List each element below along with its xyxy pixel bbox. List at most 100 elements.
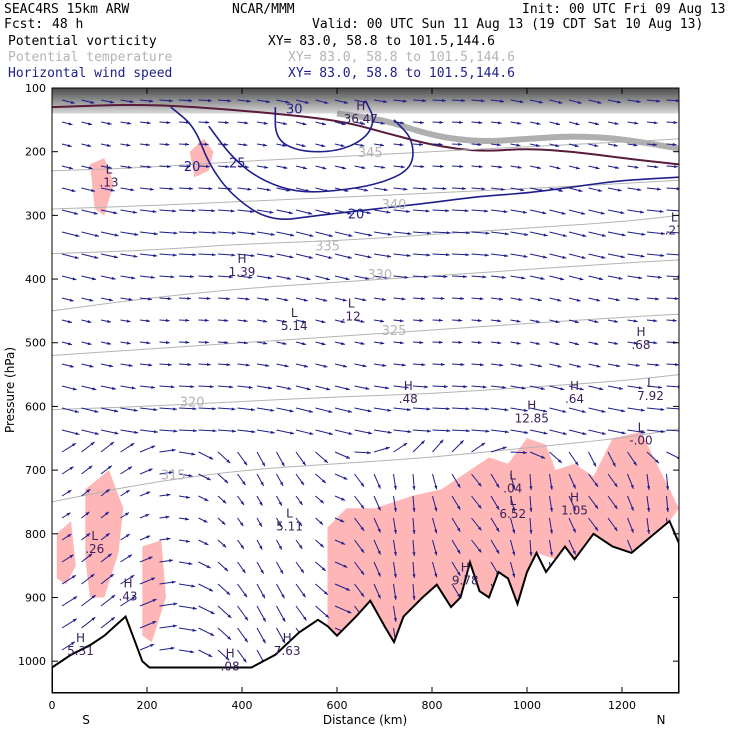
wind-vector-head bbox=[446, 407, 450, 411]
wind-vectors bbox=[61, 98, 684, 664]
wind-vector-head bbox=[125, 490, 130, 494]
wind-vector-head bbox=[105, 533, 110, 537]
wind-vector-head bbox=[637, 188, 642, 192]
y-tick-label: 400 bbox=[25, 273, 46, 286]
wind-vector-head bbox=[557, 298, 562, 302]
wind-vector-head bbox=[387, 430, 392, 434]
wind-vector-head bbox=[240, 501, 244, 505]
wind-vector-head bbox=[614, 527, 618, 531]
wind-vector-head bbox=[659, 209, 664, 213]
wind-speed-contour bbox=[208, 119, 414, 193]
wind-vector-head bbox=[69, 554, 74, 559]
wind-vector-head bbox=[185, 517, 189, 521]
wind-vector-head bbox=[185, 340, 190, 344]
wind-vector-head bbox=[88, 465, 93, 470]
wind-vector-head bbox=[229, 275, 233, 279]
wind-vector-head bbox=[459, 164, 464, 168]
wind-vector-head bbox=[270, 254, 274, 258]
wind-vector-head bbox=[599, 277, 603, 281]
wind-vector-head bbox=[261, 462, 265, 467]
wind-vector-head bbox=[285, 100, 290, 104]
wind-vector-head bbox=[400, 165, 405, 169]
wind-vector-head bbox=[91, 188, 95, 192]
wind-vector-head bbox=[464, 209, 469, 213]
wind-vector-head bbox=[69, 166, 73, 170]
wind-vector-head bbox=[543, 255, 547, 259]
wind-vector-head bbox=[302, 320, 306, 324]
wind-vector-head bbox=[347, 610, 352, 614]
wind-vector-head bbox=[382, 363, 387, 367]
wind-vector-head bbox=[341, 342, 345, 346]
wind-vector-head bbox=[279, 569, 284, 574]
wind-vector-head bbox=[166, 537, 171, 541]
wind-vector-head bbox=[680, 407, 684, 410]
wind-vector-head bbox=[342, 298, 347, 302]
wind-vector-head bbox=[582, 234, 587, 237]
pv-shaded-region bbox=[189, 138, 214, 178]
wind-vector-head bbox=[165, 515, 170, 519]
wind-vector-head bbox=[131, 276, 136, 280]
wind-vector-head bbox=[365, 386, 370, 390]
wind-vector-head bbox=[504, 408, 509, 412]
wind-vector-head bbox=[86, 489, 91, 493]
wind-vector-head bbox=[581, 255, 586, 259]
wind-vector-head bbox=[438, 142, 443, 146]
pv-high-shade-lower bbox=[336, 110, 679, 152]
wind-vector-head bbox=[129, 100, 134, 104]
wind-vector-head bbox=[647, 508, 651, 512]
wind-vector-head bbox=[387, 408, 392, 412]
wind-vector-head bbox=[270, 430, 275, 434]
wind-vector-head bbox=[519, 100, 524, 104]
wind-vector-head bbox=[615, 298, 620, 302]
theta-contour bbox=[52, 313, 679, 356]
wind-vector-head bbox=[497, 341, 502, 345]
wind-vector-head bbox=[462, 187, 466, 191]
wind-vector-head bbox=[128, 297, 133, 301]
wind-vector-head bbox=[283, 122, 288, 125]
wind-vector-head bbox=[386, 210, 391, 214]
wind-vector-head bbox=[151, 275, 155, 279]
wind-vector-head bbox=[146, 535, 151, 539]
wind-vector-head bbox=[298, 522, 302, 527]
wind-vector-head bbox=[543, 409, 547, 413]
wind-vector-head bbox=[131, 386, 136, 390]
wind-vector-head bbox=[222, 499, 227, 504]
wind-vector-head bbox=[421, 363, 426, 367]
wind-vector-head bbox=[614, 483, 618, 487]
wind-vector-head bbox=[111, 595, 116, 599]
wind-vector-head bbox=[302, 122, 307, 126]
wind-vector-head bbox=[150, 187, 154, 191]
wind-vector-head bbox=[113, 211, 118, 215]
wind-vector-head bbox=[70, 100, 75, 104]
wind-vector-head bbox=[340, 144, 345, 147]
wind-vector-head bbox=[319, 521, 323, 525]
model-title: SEAC4RS 15km ARW bbox=[4, 2, 130, 17]
wind-vector-head bbox=[443, 275, 448, 279]
wind-vector-head bbox=[549, 485, 553, 490]
wind-vector-head bbox=[657, 187, 661, 191]
wind-vector-head bbox=[516, 319, 521, 323]
wind-vector-head bbox=[457, 593, 461, 598]
wind-vector-head bbox=[125, 512, 129, 516]
theta-contour bbox=[52, 374, 679, 411]
theta-contours bbox=[52, 138, 679, 503]
wind-vector-head bbox=[477, 504, 482, 509]
wind-vector-head bbox=[615, 166, 620, 169]
wind-vector-head bbox=[380, 341, 385, 345]
wind-vector-head bbox=[660, 407, 665, 411]
wind-vector-head bbox=[130, 188, 135, 192]
wind-vector-head bbox=[127, 165, 132, 169]
wind-vector-head bbox=[107, 341, 112, 345]
extremum-type-label: H bbox=[76, 631, 85, 645]
wind-vector-head bbox=[614, 121, 619, 125]
wind-vector-head bbox=[399, 319, 404, 323]
wind-vector-head bbox=[578, 189, 583, 192]
wind-vector-head bbox=[387, 232, 392, 236]
wind-vector-head bbox=[535, 143, 540, 147]
wind-vector-head bbox=[366, 211, 371, 215]
wind-vector-head bbox=[614, 341, 619, 345]
wind-vector-head bbox=[71, 641, 75, 646]
wind-vector-head bbox=[458, 340, 463, 344]
wind-vector-head bbox=[680, 253, 684, 256]
wind-vector-head bbox=[110, 617, 115, 621]
